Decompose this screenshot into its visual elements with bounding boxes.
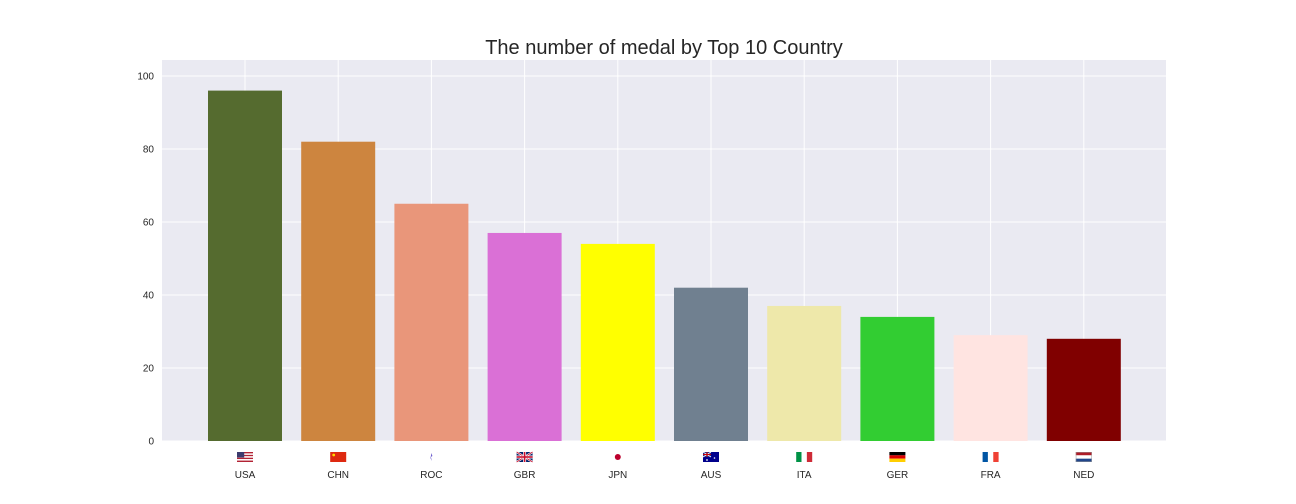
bar-aus: [674, 287, 748, 441]
y-tick-label: 60: [143, 218, 155, 229]
bar-fra: [953, 335, 1028, 441]
nl-flag-icon: [1075, 452, 1092, 462]
y-axis-ticks: 0 20 40 60 80 100: [137, 72, 154, 448]
bar-chn: [301, 141, 376, 441]
bar-jpn: [580, 243, 655, 441]
bar-usa: [208, 90, 282, 441]
jp-flag-icon: [614, 454, 621, 460]
bar-roc: [394, 203, 469, 441]
x-tick-label: USA: [235, 470, 256, 481]
bar-ned: [1046, 338, 1121, 441]
de-flag-icon: [889, 452, 906, 462]
y-tick-label: 100: [137, 72, 154, 83]
gb-flag-icon: [516, 451, 534, 463]
x-tick-label: FRA: [981, 470, 1001, 481]
y-tick-label: 80: [143, 145, 155, 156]
x-tick-label: JPN: [608, 470, 627, 481]
x-tick-label: CHN: [327, 470, 349, 481]
bars: [208, 90, 1121, 441]
x-tick-label: NED: [1073, 470, 1094, 481]
x-tick-label: AUS: [701, 470, 722, 481]
us-flag-icon: [237, 452, 253, 462]
cn-flag-icon: [330, 452, 347, 462]
x-axis-ticks: USA CHN ROC GBR JPN AUS ITA GER FRA NED: [235, 451, 1094, 481]
x-tick-label: GBR: [514, 470, 536, 481]
x-tick-label: ITA: [797, 470, 812, 481]
y-tick-label: 40: [143, 291, 155, 302]
fr-flag-icon: [982, 452, 999, 462]
bar-ger: [860, 316, 935, 441]
x-tick-label: ROC: [420, 470, 442, 481]
chart-title: The number of medal by Top 10 Country: [485, 37, 843, 59]
roc-flag-icon: [430, 453, 433, 461]
x-tick-label: GER: [887, 470, 909, 481]
y-tick-label: 0: [148, 437, 154, 448]
bar-ita: [767, 305, 842, 441]
au-flag-icon: [702, 451, 719, 462]
bar-gbr: [487, 232, 562, 441]
it-flag-icon: [796, 452, 813, 462]
y-tick-label: 20: [143, 364, 155, 375]
